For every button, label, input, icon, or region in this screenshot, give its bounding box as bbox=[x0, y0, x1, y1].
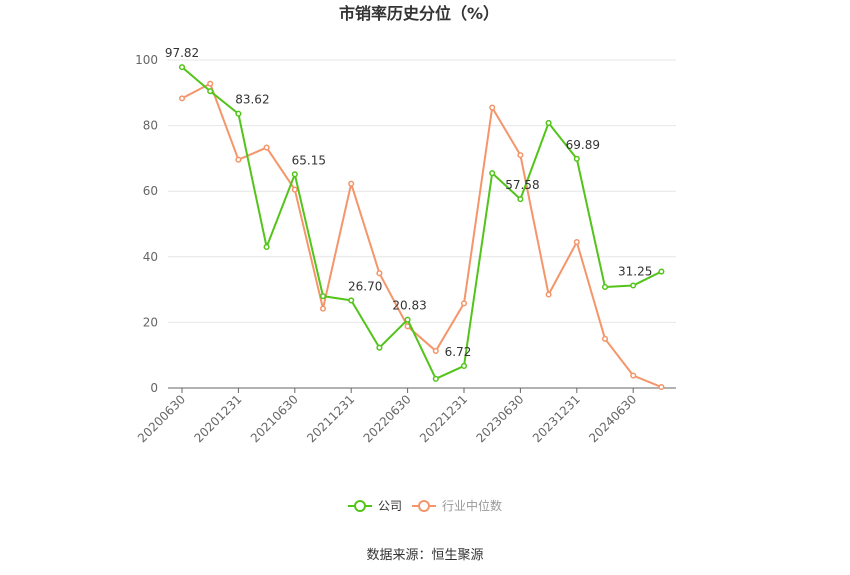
industry-point bbox=[517, 152, 524, 159]
company-point bbox=[573, 155, 580, 162]
y-tick-label: 40 bbox=[143, 250, 158, 264]
company-point bbox=[263, 243, 270, 251]
y-tick-label: 80 bbox=[143, 119, 158, 133]
data-label: 26.70 bbox=[348, 279, 382, 293]
y-tick-label: 20 bbox=[143, 315, 158, 329]
data-label: 31.25 bbox=[618, 265, 652, 279]
y-tick-label: 60 bbox=[143, 184, 158, 198]
company-point bbox=[291, 171, 298, 178]
y-tick-label: 100 bbox=[135, 53, 158, 67]
legend[interactable]: 公司 行业中位数 bbox=[348, 498, 502, 513]
company-point bbox=[460, 362, 468, 370]
chart-title: 市销率历史分位（%） bbox=[339, 4, 499, 23]
legend-label: 公司 bbox=[378, 499, 402, 513]
industry-point bbox=[489, 104, 496, 111]
data-label: 69.89 bbox=[566, 138, 600, 152]
company-point bbox=[404, 316, 411, 323]
x-tick-label: 20201231 bbox=[191, 392, 244, 445]
company-point bbox=[207, 88, 214, 95]
company-point bbox=[658, 268, 665, 275]
company-point bbox=[489, 170, 496, 177]
industry-median-line bbox=[181, 82, 662, 388]
legend-label: 行业中位数 bbox=[442, 498, 502, 513]
x-tick-label: 20211231 bbox=[304, 392, 357, 445]
company-point bbox=[348, 297, 355, 304]
industry-point bbox=[573, 238, 580, 246]
company-point bbox=[376, 344, 383, 351]
x-tick-label: 20210630 bbox=[248, 392, 301, 445]
industry-point bbox=[291, 186, 298, 193]
data-label: 6.72 bbox=[445, 345, 472, 359]
company-point bbox=[235, 110, 242, 117]
data-label: 83.62 bbox=[235, 93, 269, 107]
industry-point bbox=[545, 291, 552, 298]
data-label: 57.58 bbox=[505, 178, 539, 192]
y-tick-label: 0 bbox=[150, 381, 158, 395]
industry-point bbox=[207, 80, 214, 87]
company-point bbox=[319, 293, 327, 300]
industry-point bbox=[319, 305, 327, 312]
company-point bbox=[630, 282, 637, 289]
industry-point bbox=[601, 335, 609, 342]
series-layer bbox=[178, 64, 665, 391]
industry-point bbox=[376, 270, 383, 277]
industry-point bbox=[460, 300, 468, 307]
legend-item-company[interactable]: 公司 bbox=[348, 499, 402, 513]
company-point bbox=[432, 375, 439, 382]
source-note: 数据来源：恒生聚源 bbox=[366, 548, 483, 563]
company-point bbox=[545, 119, 552, 127]
data-label: 65.15 bbox=[292, 153, 326, 167]
industry-point bbox=[348, 180, 355, 187]
company-point bbox=[517, 196, 524, 203]
x-tick-label: 20240630 bbox=[586, 392, 639, 445]
industry-point bbox=[658, 383, 665, 391]
x-tick-label: 20220630 bbox=[361, 392, 414, 445]
company-point bbox=[601, 283, 609, 291]
industry-point bbox=[432, 347, 439, 354]
data-label: 20.83 bbox=[392, 299, 426, 313]
industry-point bbox=[178, 95, 186, 102]
x-tick-label: 20221231 bbox=[417, 392, 470, 445]
x-tick-label: 20231231 bbox=[530, 392, 583, 445]
x-tick-label: 20200630 bbox=[135, 392, 188, 445]
axes: 0 20 40 60 80 100 20200630 20201231 20210630 2021… bbox=[135, 53, 676, 445]
industry-point bbox=[630, 372, 637, 379]
x-tick-label: 20230630 bbox=[473, 392, 526, 445]
company-point bbox=[178, 64, 186, 71]
company-line bbox=[181, 66, 662, 380]
industry-point bbox=[263, 144, 270, 151]
industry-point bbox=[235, 156, 242, 163]
legend-swatch-marker bbox=[354, 500, 366, 512]
data-labels: 97.82 83.62 65.15 26.70 20.83 6.72 57.58 69.89 3… bbox=[165, 46, 653, 359]
data-label: 97.82 bbox=[165, 46, 199, 60]
legend-item-industry-median[interactable]: 行业中位数 bbox=[412, 498, 502, 513]
grid bbox=[168, 59, 676, 323]
legend-swatch-marker bbox=[418, 500, 430, 512]
